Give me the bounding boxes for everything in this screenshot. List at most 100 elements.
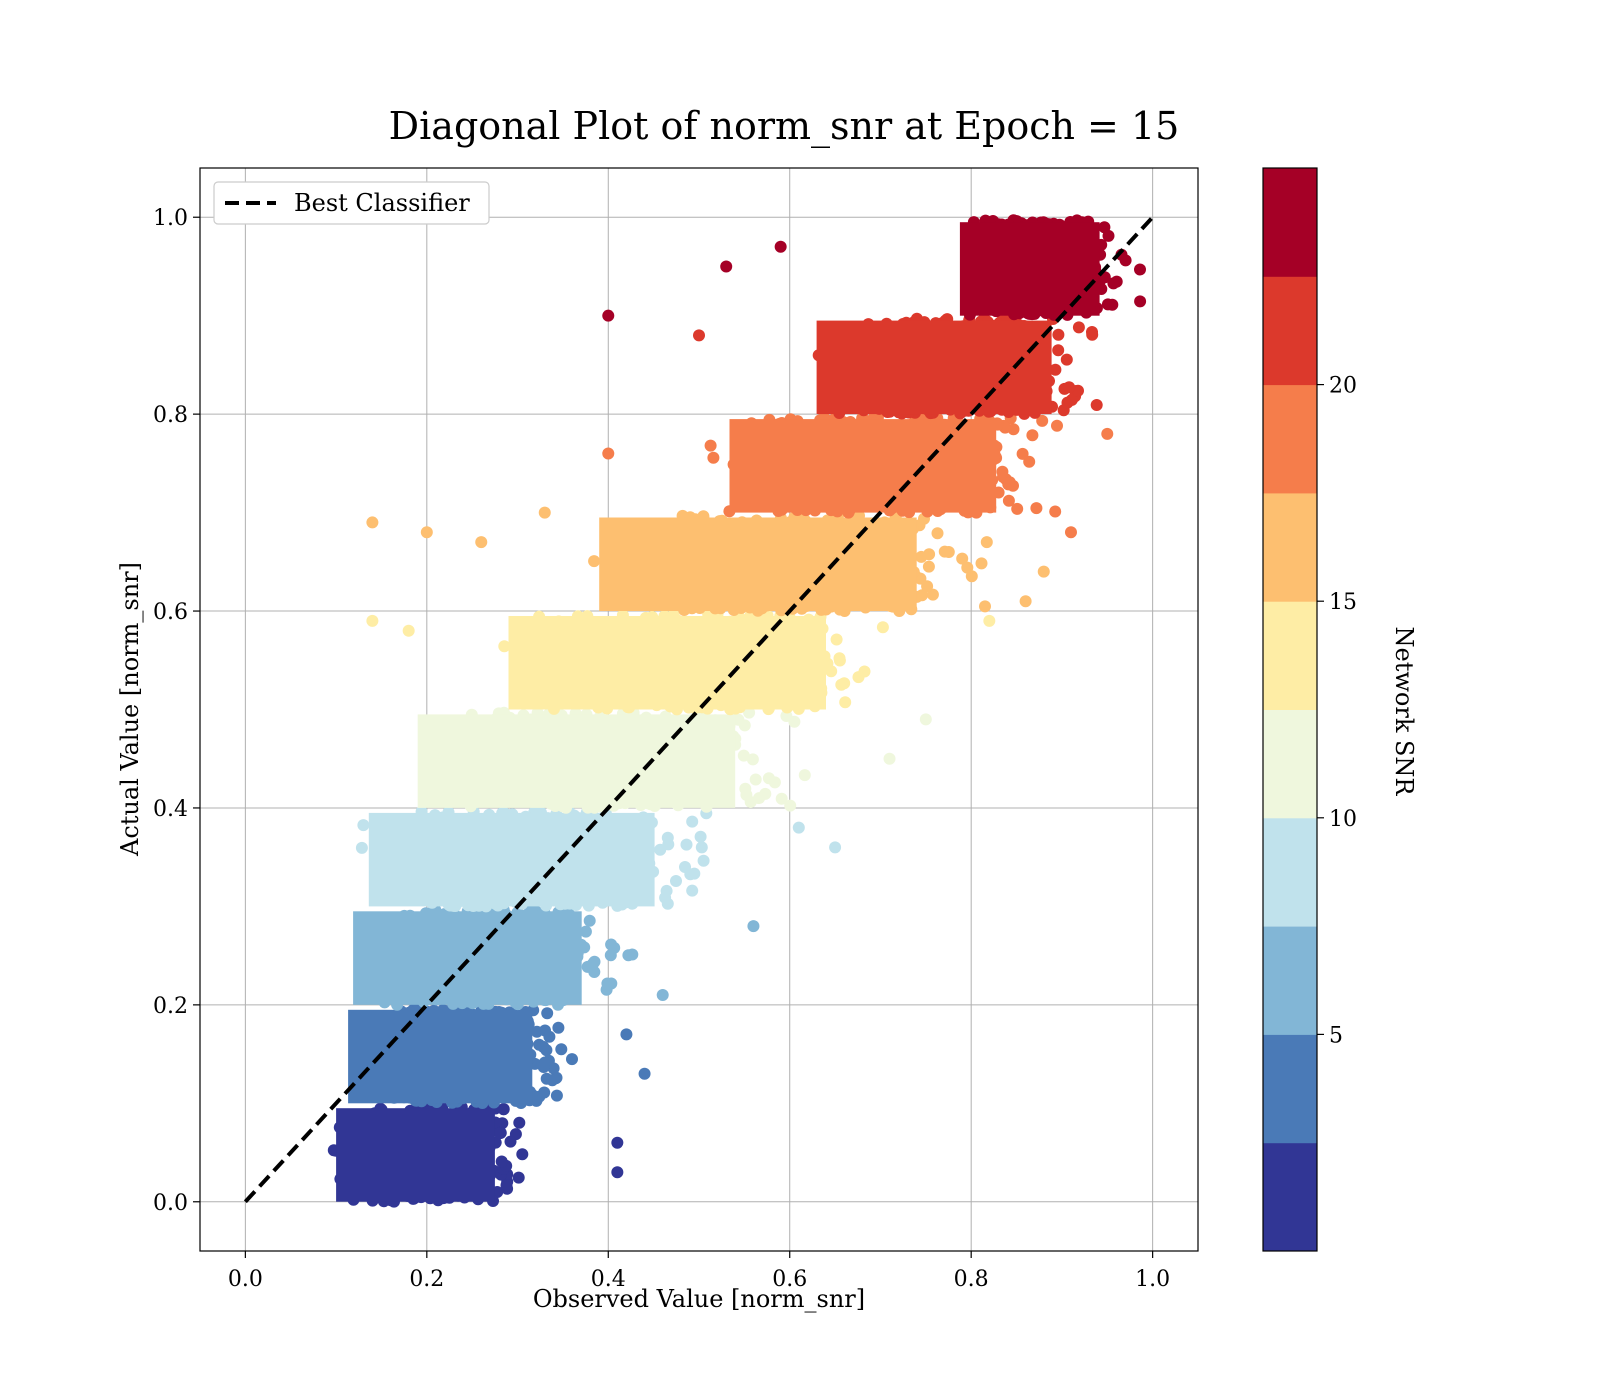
scatter-point [1090, 399, 1103, 411]
scatter-point [753, 792, 766, 805]
scatter-point [732, 713, 745, 726]
scatter-outlier [720, 260, 733, 273]
scatter-point [961, 561, 974, 574]
y-tick-label: 0.4 [153, 797, 188, 822]
scatter-point [798, 769, 811, 782]
scatter-point [694, 830, 707, 843]
scatter-point [1036, 414, 1049, 427]
scatter-point [926, 588, 939, 601]
scatter-point [830, 633, 843, 646]
y-tick-label: 1.0 [153, 206, 188, 231]
scatter-point [1134, 263, 1146, 276]
scatter-point [1023, 455, 1036, 468]
colorbar-band-2 [1263, 926, 1317, 1035]
scatter-point [1011, 502, 1024, 515]
scatter-point [583, 914, 596, 927]
scatter-outlier [1019, 595, 1032, 608]
scatter-outlier [611, 1166, 624, 1179]
colorbar-tick-label: 5 [1329, 1023, 1343, 1048]
scatter-point [493, 1127, 506, 1140]
scatter-point [516, 1148, 529, 1161]
scatter-dense-region-8 [816, 320, 1052, 415]
scatter-dense-region-2 [353, 911, 582, 1005]
y-tick-label: 0.8 [153, 403, 188, 428]
scatter-point [622, 949, 635, 962]
scatter-outlier [1037, 565, 1050, 578]
scatter-point [357, 819, 370, 832]
scatter-point [852, 671, 865, 684]
scatter-point [1002, 494, 1015, 507]
scatter-outlier [829, 841, 842, 854]
scatter-outlier [366, 614, 379, 627]
colorbar-ticks: 5 10 15 20 [1317, 374, 1357, 1048]
scatter-point [931, 527, 944, 540]
scatter-point [921, 580, 934, 593]
scatter-point [541, 1007, 554, 1020]
scatter-point [1052, 328, 1065, 341]
scatter-point [833, 654, 846, 667]
x-tick-label: 0.0 [228, 1267, 263, 1292]
scatter-point [588, 555, 601, 568]
scatter-point [839, 696, 852, 709]
x-axis-ticks: 0.0 0.2 0.4 0.6 0.8 1.0 [228, 1251, 1170, 1292]
scatter-outlier [475, 536, 488, 549]
colorbar-band-4 [1263, 709, 1317, 819]
y-axis-ticks: 0.0 0.2 0.4 0.6 0.8 1.0 [153, 206, 200, 1216]
colorbar-bands [1263, 168, 1317, 1252]
colorbar: 5 10 15 20 Network SNR [1262, 167, 1418, 1252]
scatter-outlier [1064, 526, 1077, 539]
chart-title: Diagonal Plot of norm_snr at Epoch = 15 [389, 104, 1180, 149]
scatter-point [566, 1053, 578, 1066]
scatter-point [784, 799, 797, 812]
scatter-outlier [774, 240, 787, 253]
scatter-point [537, 1061, 550, 1073]
scatter-point [746, 753, 759, 766]
scatter-point [695, 841, 708, 854]
best-classifier-line [243, 215, 1155, 1204]
scatter-outlier [792, 821, 805, 834]
scatter-point [579, 925, 592, 938]
scatter-point [555, 1043, 568, 1056]
scatter-point [686, 815, 699, 828]
x-tick-label: 0.4 [591, 1267, 626, 1292]
scatter-outlier [538, 506, 551, 519]
scatter-point [1072, 321, 1085, 334]
scatter-point [540, 1044, 553, 1057]
scatter-point [1052, 344, 1065, 357]
scatter-point [547, 1062, 560, 1075]
scatter-point [686, 884, 699, 897]
scatter-point [1049, 363, 1062, 376]
colorbar-band-1 [1263, 1034, 1317, 1144]
scatter-point [661, 831, 674, 844]
scatter-dense-region-5 [508, 616, 826, 710]
scatter-point [513, 1116, 526, 1129]
colorbar-frame [1262, 167, 1318, 1252]
scatter-point [1049, 505, 1062, 518]
scatter-outlier [638, 1067, 651, 1080]
colorbar-tick-label: 10 [1329, 807, 1357, 832]
scatter-outlier [420, 526, 433, 539]
scatter-outlier [620, 1028, 633, 1041]
scatter-point [670, 875, 682, 887]
scatter-point [500, 1179, 513, 1192]
legend: Best Classifier [213, 181, 490, 225]
colorbar-tick-label: 15 [1329, 590, 1357, 615]
scatter-point [743, 706, 756, 719]
scatter-point [768, 776, 781, 789]
colorbar-band-9 [1263, 168, 1317, 277]
scatter-point [1107, 277, 1120, 290]
scatter-point [1134, 295, 1147, 308]
y-tick-label: 0.0 [153, 1191, 188, 1216]
scatter-point [1060, 353, 1073, 366]
colorbar-band-5 [1263, 601, 1317, 710]
colorbar-label: Network SNR [1390, 627, 1418, 797]
colorbar-band-7 [1263, 384, 1317, 494]
scatter-point [355, 841, 368, 854]
scatter-dense-region-6 [599, 517, 917, 611]
colorbar-band-3 [1263, 817, 1317, 927]
scatter-dense-region-9 [959, 222, 1100, 316]
legend-entry-best-classifier: Best Classifier [294, 189, 470, 217]
scatter-point [604, 949, 617, 962]
scatter-points [327, 214, 1147, 1208]
scatter-outlier [747, 920, 760, 933]
